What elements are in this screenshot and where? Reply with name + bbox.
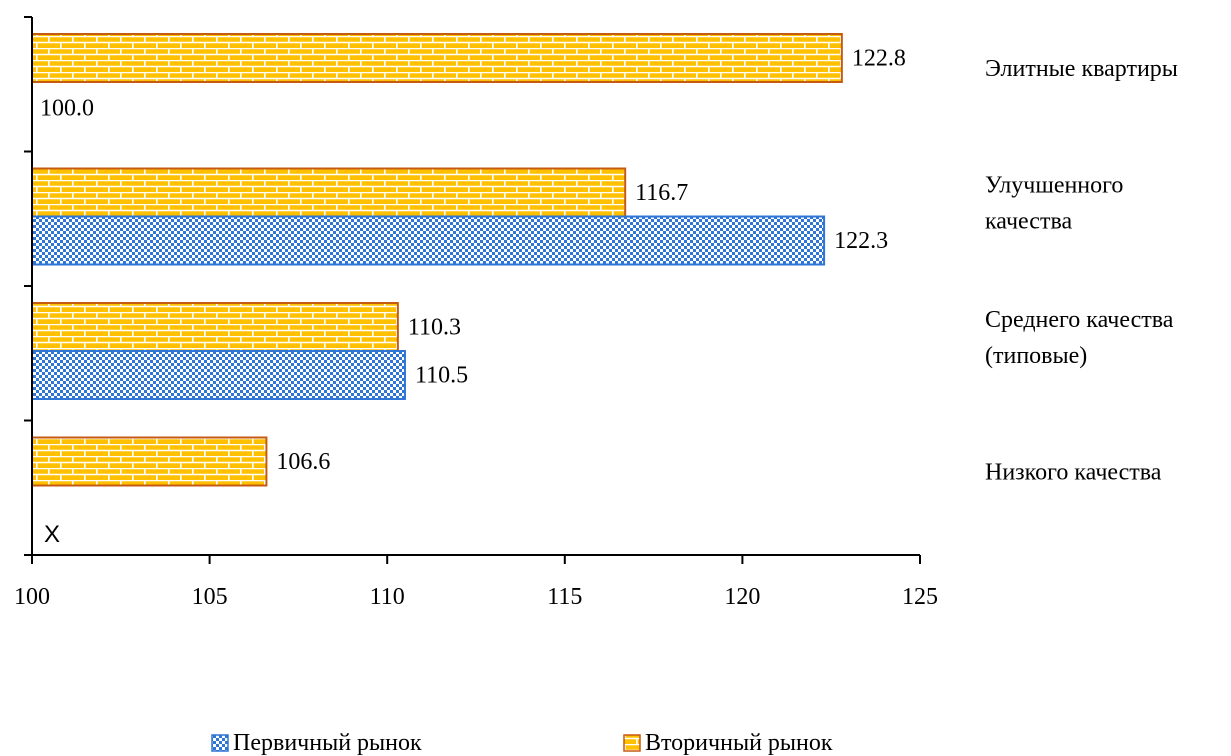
x-tick-label-5: 125 <box>902 584 938 610</box>
data-label-primary-0: 100.0 <box>40 96 94 122</box>
bar-secondary-3 <box>31 436 268 487</box>
bar-primary-2 <box>31 350 406 400</box>
category-label-1-1: качества <box>985 208 1072 234</box>
data-label-secondary-2: 110.3 <box>408 315 461 341</box>
legend-swatch-1 <box>623 734 641 752</box>
data-label-primary-1: 122.3 <box>834 228 888 254</box>
category-label-2-1: (типовые) <box>985 343 1087 369</box>
x-tick-label-1: 105 <box>192 584 228 610</box>
legend-label-1: Вторичный рынок <box>645 730 833 756</box>
x-tick-label-0: 100 <box>14 584 50 610</box>
x-tick-label-4: 120 <box>724 584 760 610</box>
data-label-secondary-0: 122.8 <box>852 46 906 72</box>
category-label-0-0: Элитные квартиры <box>985 56 1178 82</box>
data-label-secondary-1: 116.7 <box>635 180 688 206</box>
category-label-1-0: Улучшенного <box>985 172 1123 198</box>
data-label-primary-2: 110.5 <box>415 363 468 389</box>
bar-primary-1 <box>31 215 826 266</box>
x-tick-label-2: 110 <box>370 584 405 610</box>
bar-secondary-1 <box>31 167 627 218</box>
legend-swatch-0 <box>211 734 229 752</box>
bar-secondary-0 <box>31 33 843 83</box>
legend-label-0: Первичный рынок <box>233 730 422 756</box>
data-label-secondary-3: 106.6 <box>276 449 330 475</box>
x-annotation: X <box>44 521 60 548</box>
x-tick-label-3: 115 <box>547 584 582 610</box>
category-label-3-0: Низкого качества <box>985 459 1162 485</box>
bar-secondary-2 <box>31 302 399 352</box>
category-label-2-0: Среднего качества <box>985 307 1174 333</box>
